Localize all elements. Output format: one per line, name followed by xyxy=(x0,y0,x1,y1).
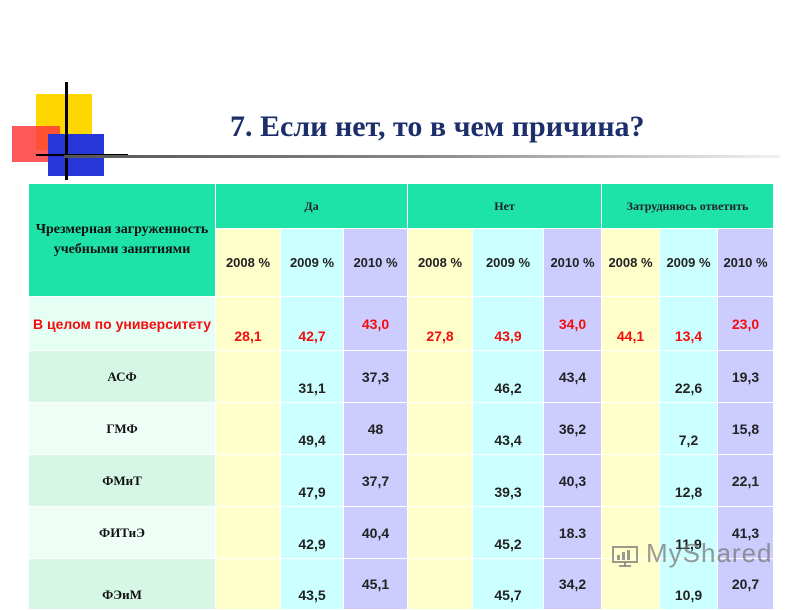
table-cell: 48 xyxy=(343,402,408,455)
row-label: АСФ xyxy=(28,350,216,403)
table-cell xyxy=(215,402,281,455)
page-title: 7. Если нет, то в чем причина? xyxy=(230,110,645,143)
table-row: ФИТиЭ 42,9 40,4 45,2 18.3 11,9 41,3 xyxy=(28,506,774,559)
row-label: ФМиТ xyxy=(28,454,216,507)
table-cell: 42,9 xyxy=(280,506,344,559)
decorative-logo xyxy=(0,0,130,180)
table-cell: 34,0 xyxy=(543,296,602,351)
table-cell: 22,1 xyxy=(717,454,774,507)
table-cell: 36,2 xyxy=(543,402,602,455)
table-cell: 22,6 xyxy=(659,350,718,403)
table-cell xyxy=(601,402,660,455)
row-label: В целом по университету xyxy=(28,296,216,351)
table-cell: 44,1 xyxy=(601,296,660,351)
table-cell xyxy=(601,506,660,559)
year-header: 2009 % xyxy=(280,228,344,297)
table-cell: 43,0 xyxy=(343,296,408,351)
table-cell: 43,4 xyxy=(472,402,544,455)
table-cell: 19,3 xyxy=(717,350,774,403)
watermark-text: MyShared xyxy=(646,538,773,568)
year-header: 2008 % xyxy=(215,228,281,297)
table-cell: 40,3 xyxy=(543,454,602,507)
table-row: ФМиТ 47,9 37,7 39,3 40,3 12,8 22,1 xyxy=(28,454,774,507)
table-cell xyxy=(407,350,473,403)
watermark: MyShared xyxy=(610,538,773,569)
table-row: В целом по университету 28,1 42,7 43,0 2… xyxy=(28,296,774,351)
table-cell: 27,8 xyxy=(407,296,473,351)
table-cell: 45,1 xyxy=(343,558,408,610)
table-cell: 15,8 xyxy=(717,402,774,455)
table-cell: 43,9 xyxy=(472,296,544,351)
corner-header: Чрезмерная загруженность учебными заняти… xyxy=(28,183,216,297)
table-cell: 41,3 xyxy=(717,506,774,559)
presentation-icon xyxy=(612,546,638,568)
year-header: 2008 % xyxy=(407,228,473,297)
table-cell: 31,1 xyxy=(280,350,344,403)
table-cell: 47,9 xyxy=(280,454,344,507)
row-label: ГМФ xyxy=(28,402,216,455)
table-cell: 34,2 xyxy=(543,558,602,610)
table-cell xyxy=(215,558,281,610)
table-cell: 7,2 xyxy=(659,402,718,455)
table-cell xyxy=(407,558,473,610)
table-cell xyxy=(601,350,660,403)
table-cell: 45,7 xyxy=(472,558,544,610)
table-cell: 37,7 xyxy=(343,454,408,507)
row-label: ФЭиМ xyxy=(28,558,216,610)
year-header: 2009 % xyxy=(472,228,544,297)
table-cell: 37,3 xyxy=(343,350,408,403)
table-cell xyxy=(215,454,281,507)
logo-vertical-line xyxy=(65,82,68,180)
table-cell xyxy=(407,454,473,507)
table-cell: 13,4 xyxy=(659,296,718,351)
data-table: Чрезмерная загруженность учебными заняти… xyxy=(28,183,774,610)
year-header: 2009 % xyxy=(659,228,718,297)
table-cell xyxy=(407,402,473,455)
table-cell: 43,4 xyxy=(543,350,602,403)
table-cell: 49,4 xyxy=(280,402,344,455)
table-cell xyxy=(215,350,281,403)
table-row: ГМФ 49,4 48 43,4 36,2 7,2 15,8 xyxy=(28,402,774,455)
year-header: 2010 % xyxy=(717,228,774,297)
table-cell: 46,2 xyxy=(472,350,544,403)
table-cell: 23,0 xyxy=(717,296,774,351)
table-cell: 45,2 xyxy=(472,506,544,559)
group-header-unsure: Затрудняюсь ответить xyxy=(601,183,774,229)
table-cell: 11,9 xyxy=(659,506,718,559)
title-divider xyxy=(64,155,780,158)
row-label: ФИТиЭ xyxy=(28,506,216,559)
table-cell: 42,7 xyxy=(280,296,344,351)
table-cell: 12,8 xyxy=(659,454,718,507)
table-cell xyxy=(601,454,660,507)
table-cell: 40,4 xyxy=(343,506,408,559)
table-cell: 39,3 xyxy=(472,454,544,507)
table-row: АСФ 31,1 37,3 46,2 43,4 22,6 19,3 xyxy=(28,350,774,403)
table-cell xyxy=(407,506,473,559)
year-header: 2010 % xyxy=(343,228,408,297)
year-header: 2008 % xyxy=(601,228,660,297)
group-header-no: Нет xyxy=(407,183,602,229)
table-cell: 28,1 xyxy=(215,296,281,351)
table-cell xyxy=(215,506,281,559)
table-cell: 18.3 xyxy=(543,506,602,559)
group-header-yes: Да xyxy=(215,183,408,229)
year-header: 2010 % xyxy=(543,228,602,297)
table-cell: 43,5 xyxy=(280,558,344,610)
